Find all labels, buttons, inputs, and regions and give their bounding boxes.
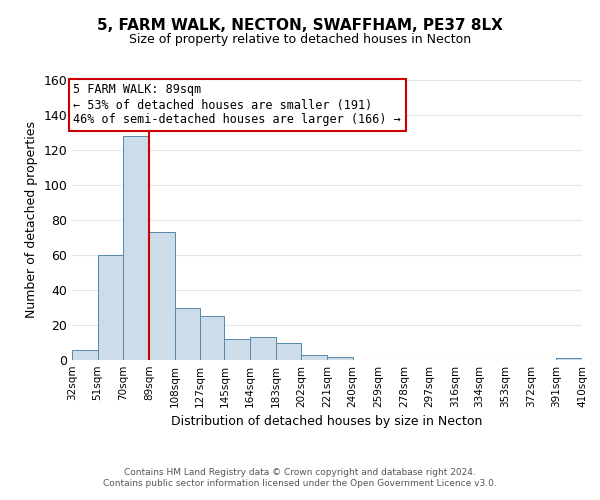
Bar <box>123 136 149 360</box>
Text: 5, FARM WALK, NECTON, SWAFFHAM, PE37 8LX: 5, FARM WALK, NECTON, SWAFFHAM, PE37 8LX <box>97 18 503 32</box>
Bar <box>200 316 224 360</box>
Bar <box>250 337 276 360</box>
Text: 5 FARM WALK: 89sqm
← 53% of detached houses are smaller (191)
46% of semi-detach: 5 FARM WALK: 89sqm ← 53% of detached hou… <box>73 84 401 126</box>
Text: Contains HM Land Registry data © Crown copyright and database right 2024.
Contai: Contains HM Land Registry data © Crown c… <box>103 468 497 487</box>
Bar <box>175 308 200 360</box>
Bar <box>301 355 327 360</box>
X-axis label: Distribution of detached houses by size in Necton: Distribution of detached houses by size … <box>172 416 482 428</box>
Bar <box>72 350 98 360</box>
Bar <box>224 339 250 360</box>
Bar <box>556 358 582 360</box>
Bar <box>98 255 123 360</box>
Y-axis label: Number of detached properties: Number of detached properties <box>25 122 38 318</box>
Text: Size of property relative to detached houses in Necton: Size of property relative to detached ho… <box>129 32 471 46</box>
Bar <box>276 342 301 360</box>
Bar <box>327 356 353 360</box>
Bar <box>149 232 175 360</box>
